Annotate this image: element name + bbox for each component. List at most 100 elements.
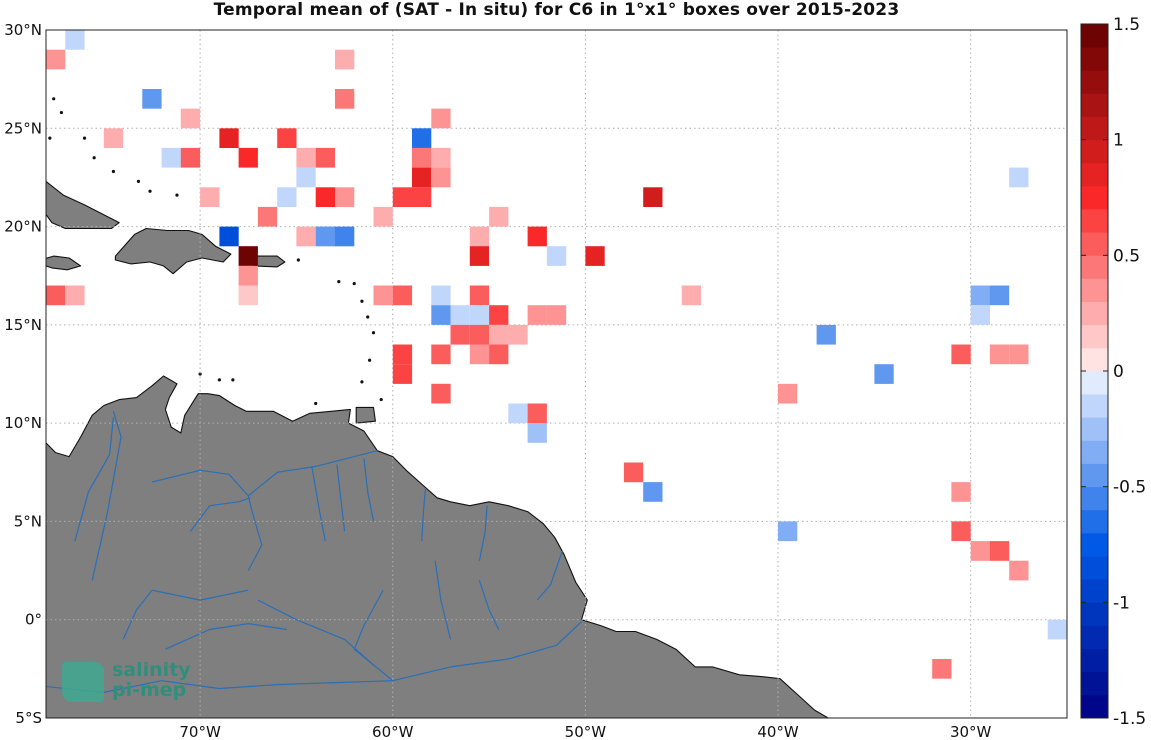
data-cell	[238, 246, 258, 266]
river	[478, 580, 500, 630]
data-cell	[527, 403, 547, 424]
data-cell	[65, 30, 85, 50]
small-island	[82, 136, 87, 140]
data-cell	[335, 89, 355, 109]
data-cell	[238, 285, 258, 306]
data-cell	[431, 167, 451, 188]
lon-tick-label: 60°W	[372, 723, 414, 740]
data-cell	[1009, 344, 1029, 365]
small-island	[198, 372, 202, 376]
data-cell	[315, 147, 335, 168]
data-cell	[816, 324, 836, 345]
small-island	[35, 93, 38, 96]
colorbar-step	[1081, 93, 1108, 117]
small-island	[371, 331, 376, 335]
data-cell	[219, 226, 239, 247]
data-cell	[431, 147, 451, 168]
river	[421, 487, 427, 542]
colorbar-step	[1081, 47, 1108, 71]
lat-tick-label: 30°N	[4, 21, 42, 39]
small-island	[217, 378, 221, 382]
data-cell	[373, 285, 393, 306]
colorbar-step	[1081, 209, 1108, 233]
data-cell	[970, 541, 990, 561]
river	[46, 621, 582, 693]
colorbar-step	[1081, 394, 1108, 418]
data-cell	[315, 226, 335, 247]
data-cell	[508, 403, 528, 424]
data-cell	[989, 285, 1010, 306]
axis-labels: 70°W 60°W 50°W 40°W 30°W 30°N 25°N 20°N 15°N 10°N…	[4, 21, 991, 740]
colorbar-tick-label: 1.5	[1113, 15, 1140, 35]
data-cell	[469, 246, 490, 266]
data-cell	[1009, 167, 1029, 188]
data-cell	[431, 383, 451, 404]
colorbar-step	[1081, 556, 1108, 580]
small-island	[337, 280, 341, 284]
river	[257, 599, 374, 666]
lon-tick-label: 40°W	[757, 723, 799, 740]
river	[247, 450, 378, 571]
data-cell	[161, 147, 181, 168]
data-cell	[277, 128, 297, 148]
data-cell	[546, 305, 567, 325]
colorbar-step	[1081, 532, 1108, 557]
data-cell	[623, 462, 644, 483]
data-cell	[238, 265, 258, 286]
colorbar-step	[1081, 671, 1108, 696]
data-cell	[412, 147, 432, 168]
data-cell	[296, 147, 316, 168]
colorbar-step	[1081, 139, 1108, 164]
data-cell	[1047, 619, 1067, 640]
data-cell	[527, 305, 547, 325]
data-cell	[469, 344, 490, 365]
data-cell	[489, 344, 509, 365]
data-cell	[508, 324, 528, 345]
colorbar-step	[1081, 417, 1108, 441]
data-cell	[335, 49, 355, 70]
river	[336, 464, 346, 532]
small-island	[296, 258, 300, 262]
data-cell	[546, 246, 567, 266]
colorbar-step	[1081, 324, 1108, 349]
colorbar-step	[1081, 255, 1108, 279]
data-cell	[681, 285, 701, 306]
data-cell	[392, 364, 413, 384]
map-frame	[45, 29, 1068, 719]
small-island	[52, 97, 56, 101]
colorbar-step	[1081, 648, 1108, 673]
lon-tick-label: 30°W	[950, 723, 992, 740]
data-cell	[238, 147, 258, 168]
data-cell	[412, 187, 432, 207]
data-cell	[392, 285, 413, 306]
lat-tick-label: 20°N	[4, 218, 42, 236]
data-cell	[450, 305, 470, 325]
data-cell	[296, 226, 316, 247]
colorbar-step	[1081, 70, 1108, 94]
colorbar-step	[1081, 301, 1108, 326]
lat-tick-label: 10°N	[4, 414, 42, 432]
data-cell	[874, 364, 894, 384]
data-cell	[970, 305, 990, 325]
logo-line-1: salinity	[112, 659, 191, 681]
data-cell	[315, 187, 335, 207]
data-cell	[989, 541, 1010, 561]
river	[363, 458, 375, 522]
data-cell	[951, 344, 971, 365]
land-layer	[35, 93, 829, 718]
data-cell	[469, 305, 490, 325]
small-island	[48, 136, 52, 140]
river	[91, 411, 122, 581]
data-cell	[951, 521, 971, 542]
data-cell	[142, 89, 162, 109]
colorbar-step	[1081, 486, 1108, 511]
colorbar-step	[1081, 440, 1108, 464]
data-cell	[951, 482, 971, 502]
colorbar-step	[1081, 232, 1108, 256]
colorbar-step	[1081, 116, 1108, 141]
data-cell	[296, 167, 316, 188]
data-cell	[257, 206, 278, 227]
small-island	[360, 380, 364, 384]
data-cell	[1009, 560, 1029, 581]
data-cell	[103, 128, 124, 148]
